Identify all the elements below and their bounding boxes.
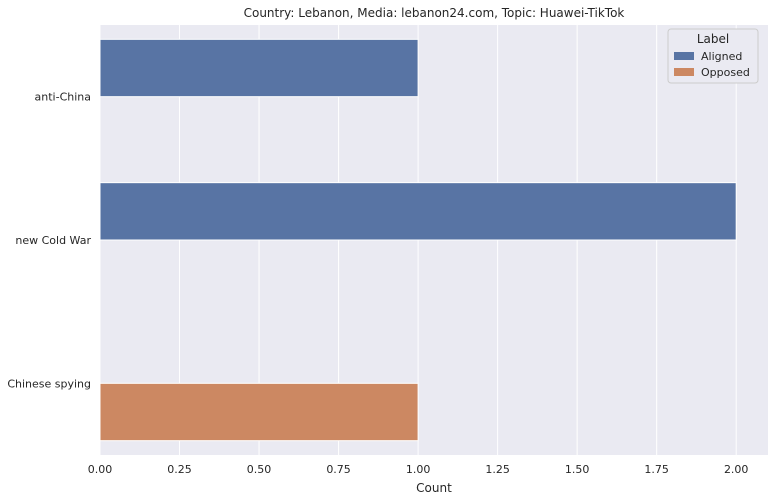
x-tick-label: 1.25 [485,463,510,476]
x-tick-label: 2.00 [724,463,749,476]
x-axis-label: Count [416,481,452,495]
y-tick-label: new Cold War [15,234,91,247]
x-tick-label: 1.75 [644,463,669,476]
x-tick-label: 0.25 [167,463,192,476]
x-tick-label: 0.75 [326,463,351,476]
chart-title: Country: Lebanon, Media: lebanon24.com, … [244,6,625,20]
x-tick-labels: 0.00 0.25 0.50 0.75 1.00 1.25 1.50 1.75 2.00 [88,463,749,476]
bars [99,38,737,442]
bar-aligned [99,182,737,241]
bar-aligned [99,38,419,98]
legend-swatch-opposed [674,68,694,76]
legend-title: Label [697,32,729,46]
x-tick-label: 0.00 [88,463,113,476]
y-tick-labels: anti-China new Cold War Chinese spying [7,91,91,391]
legend-items: Aligned Opposed [674,50,750,79]
legend-swatch-aligned [674,52,694,60]
x-tick-label: 0.50 [247,463,272,476]
legend: Label Aligned Opposed [667,28,759,84]
y-tick-label: anti-China [35,91,91,104]
y-tick-label: Chinese spying [7,377,91,390]
legend-label-opposed: Opposed [701,66,750,79]
x-tick-label: 1.50 [565,463,590,476]
x-tick-label: 1.00 [406,463,431,476]
bar-opposed [99,382,419,442]
legend-label-aligned: Aligned [701,50,742,63]
